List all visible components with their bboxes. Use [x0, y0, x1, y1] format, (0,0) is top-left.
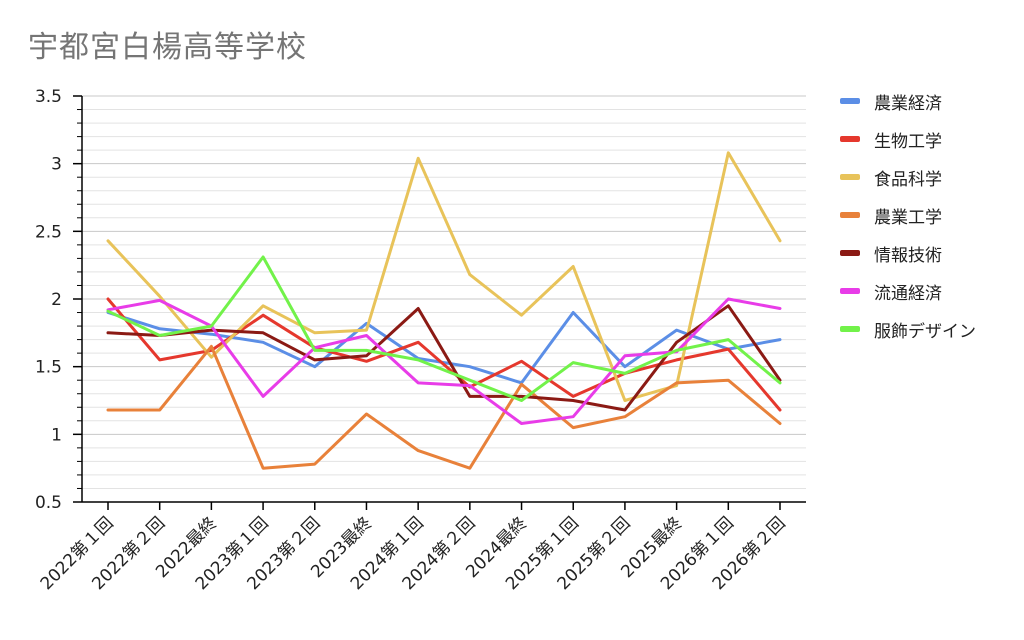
y-tick-label: 1.5: [35, 358, 62, 378]
y-tick-label: 3.5: [35, 87, 62, 107]
legend-swatch: [840, 98, 860, 104]
legend-item: 生物工学: [840, 120, 976, 158]
legend-label: 情報技術: [874, 245, 942, 266]
y-tick-label: 0.5: [35, 493, 62, 513]
legend-item: 情報技術: [840, 234, 976, 272]
legend-item: 農業工学: [840, 196, 976, 234]
legend-label: 服飾デザイン: [874, 321, 976, 342]
legend-swatch: [840, 288, 860, 294]
legend-item: 食品科学: [840, 158, 976, 196]
legend-item: 農業経済: [840, 82, 976, 120]
y-tick-label: 2.5: [35, 222, 62, 242]
y-tick-label: 3: [51, 155, 62, 175]
legend-label: 生物工学: [874, 131, 942, 152]
legend-label: 農業経済: [874, 93, 942, 114]
series-line: [106, 297, 782, 425]
legend-swatch: [840, 174, 860, 180]
legend-item: 服飾デザイン: [840, 310, 976, 348]
y-tick-label: 1: [51, 425, 62, 445]
series-line: [106, 255, 782, 402]
legend: 農業経済生物工学食品科学農業工学情報技術流通経済服飾デザイン: [840, 82, 976, 348]
series-line: [106, 297, 782, 412]
legend-swatch: [840, 212, 860, 218]
legend-swatch: [840, 326, 860, 332]
y-tick-label: 2: [51, 290, 62, 310]
series-line: [106, 344, 782, 470]
legend-swatch: [840, 250, 860, 256]
legend-item: 流通経済: [840, 272, 976, 310]
legend-label: 食品科学: [874, 169, 942, 190]
legend-swatch: [840, 136, 860, 142]
legend-label: 流通経済: [874, 283, 942, 304]
chart-title: 宇都宮白楊高等学校: [28, 30, 307, 65]
legend-label: 農業工学: [874, 207, 942, 228]
